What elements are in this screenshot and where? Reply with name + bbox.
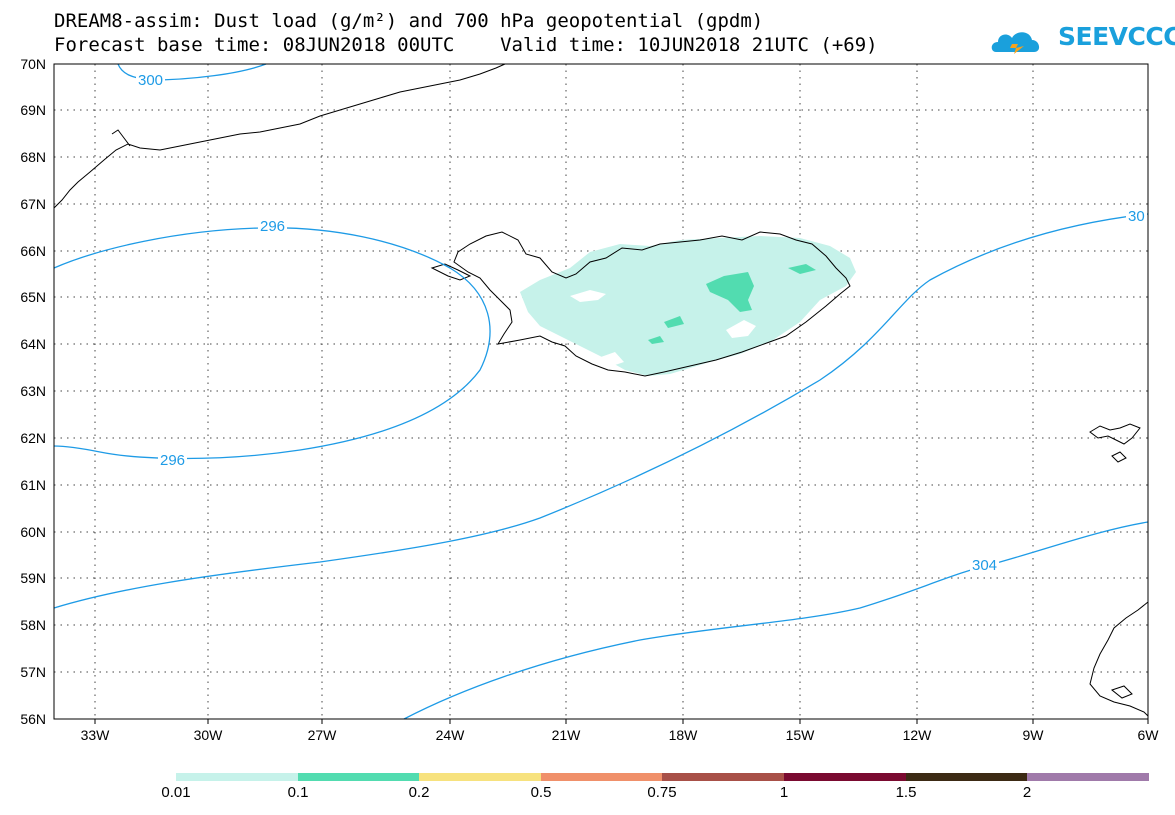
dust-region-medium-3: [664, 316, 684, 328]
cloud-icon: [991, 32, 1040, 54]
lon-label: 12W: [902, 727, 932, 743]
dust-region-medium-4: [648, 336, 664, 344]
colorbar-segment: [419, 773, 541, 781]
lat-label: 65N: [20, 289, 46, 305]
lat-label: 68N: [20, 149, 46, 165]
lon-label: 15W: [785, 727, 815, 743]
grid-lines: [54, 64, 1148, 719]
chart-title: DREAM8-assim: Dust load (g/m²) and 700 h…: [54, 10, 764, 32]
lat-label: 63N: [20, 383, 46, 399]
colorbar-label: 1.5: [895, 784, 917, 801]
colorbar-segment: [906, 773, 1027, 781]
colorbar-segment: [1027, 773, 1149, 781]
coastlines: [53, 63, 1149, 717]
contour-label-296-top: 296: [258, 218, 288, 235]
colorbar-label: 2: [1022, 784, 1032, 801]
colorbar-segment: [298, 773, 419, 781]
dust-gap-2: [726, 320, 756, 338]
lat-label: 62N: [20, 430, 46, 446]
lon-label: 27W: [307, 727, 337, 743]
lon-label: 21W: [551, 727, 581, 743]
colorbar-label: 0.2: [408, 784, 430, 801]
logo-text: SEEVCCC: [1058, 22, 1175, 51]
lon-label: 9W: [1022, 727, 1044, 743]
lat-label: 66N: [20, 243, 46, 259]
dust-gap-1: [570, 290, 606, 302]
lat-label: 59N: [20, 570, 46, 586]
contour-label-30: 30: [1126, 208, 1147, 225]
lon-label: 18W: [668, 727, 698, 743]
colorbar-segment: [784, 773, 906, 781]
dust-region-medium-1: [706, 272, 754, 312]
colorbar-label: 1: [779, 784, 789, 801]
dust-region-medium-2: [788, 264, 816, 274]
lon-label: 24W: [435, 727, 465, 743]
colorbar-label: 0.5: [530, 784, 552, 801]
geopotential-contours: [53, 63, 1149, 720]
lat-label: 57N: [20, 664, 46, 680]
chart-subtitle: Forecast base time: 08JUN2018 00UTC Vali…: [54, 34, 878, 56]
plot-frame: [53, 63, 1149, 720]
lat-label: 70N: [20, 56, 46, 72]
colorbar-label: 0.01: [161, 784, 191, 801]
lon-label: 33W: [80, 727, 110, 743]
contour-label-300: 300: [136, 72, 166, 89]
axis-ticks: [94, 719, 1149, 724]
contour-label-296-bottom: 296: [158, 452, 188, 469]
lat-label: 58N: [20, 617, 46, 633]
lat-label: 60N: [20, 524, 46, 540]
contour-label-304: 304: [970, 557, 1000, 574]
lat-label: 56N: [20, 711, 46, 727]
lat-label: 64N: [20, 336, 46, 352]
colorbar-segment: [541, 773, 662, 781]
colorbar-segment: [176, 773, 298, 781]
colorbar-label: 0.75: [647, 784, 677, 801]
colorbar-segment: [662, 773, 784, 781]
lat-label: 69N: [20, 102, 46, 118]
lon-label: 30W: [193, 727, 223, 743]
dust-gap-3: [598, 352, 624, 366]
lon-label: 6W: [1137, 727, 1159, 743]
lat-label: 67N: [20, 196, 46, 212]
dust-region-light: [520, 236, 856, 376]
lat-label: 61N: [20, 477, 46, 493]
colorbar-label: 0.1: [287, 784, 309, 801]
